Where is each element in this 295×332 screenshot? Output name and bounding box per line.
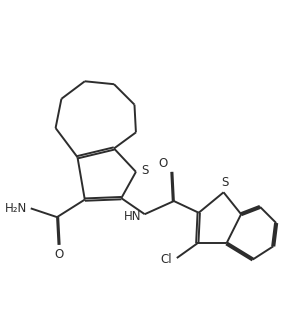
Text: Cl: Cl: [161, 253, 173, 266]
Text: S: S: [221, 176, 228, 189]
Text: HN: HN: [124, 210, 141, 223]
Text: H₂N: H₂N: [5, 202, 27, 215]
Text: O: O: [159, 156, 168, 170]
Text: O: O: [54, 248, 63, 261]
Text: S: S: [141, 164, 149, 177]
